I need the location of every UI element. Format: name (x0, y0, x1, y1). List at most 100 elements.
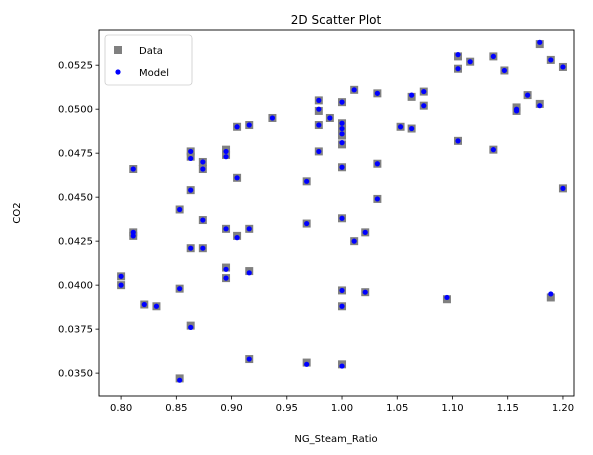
legend: Data Model (104, 34, 193, 86)
model-point-circle (153, 303, 160, 309)
model-point-circle (560, 64, 566, 70)
model-point-circle (339, 125, 345, 132)
model-point-circle (304, 178, 310, 184)
model-point-circle (246, 226, 252, 232)
y-tick-label: 0.0375 (58, 325, 93, 336)
model-point-circle (339, 287, 345, 294)
model-point-circle (339, 140, 345, 146)
model-point-circle (455, 52, 461, 58)
model-point-circle (490, 53, 496, 59)
model-point-circle (339, 120, 345, 126)
model-point-circle (397, 124, 404, 130)
model-point-circle (537, 39, 543, 45)
model-point-circle (188, 245, 194, 251)
model-point-circle (362, 229, 368, 235)
plot-area (117, 39, 567, 383)
model-point-circle (560, 185, 566, 191)
x-tick-label: 0.95 (276, 403, 298, 414)
model-point-circle (223, 226, 229, 232)
model-point-circle (537, 103, 543, 109)
model-point-circle (316, 97, 322, 103)
model-point-circle (409, 92, 415, 98)
model-point-circle (118, 273, 124, 279)
legend-label: Model (139, 68, 169, 79)
y-tick-label: 0.0500 (58, 105, 93, 116)
y-tick-label: 0.0475 (58, 149, 93, 160)
y-tick-label: 0.0350 (58, 369, 93, 380)
x-axis-label: NG_Steam_Ratio (294, 434, 377, 445)
model-point-circle (200, 245, 206, 251)
model-point-circle (188, 148, 194, 155)
legend-box (104, 34, 193, 86)
model-point-circle (316, 122, 322, 128)
x-tick-label: 0.85 (165, 403, 187, 414)
y-tick-label: 0.0425 (58, 237, 93, 248)
model-point-circle (188, 155, 194, 162)
legend-circle-marker (115, 69, 121, 75)
model-point-circle (339, 131, 345, 137)
model-point-circle (548, 57, 554, 63)
model-point-circle (513, 108, 520, 114)
model-point-circle (374, 161, 380, 167)
x-tick-label: 1.15 (497, 403, 519, 414)
x-tick-label: 1.20 (552, 403, 574, 414)
legend-label: Data (139, 46, 163, 57)
model-point-circle (177, 206, 183, 213)
model-point-circle (316, 148, 322, 155)
model-point-circle (409, 125, 415, 132)
y-tick-label: 0.0450 (58, 193, 93, 204)
model-point-circle (246, 270, 252, 276)
model-point-circle (234, 124, 240, 130)
model-point-circle (374, 196, 380, 202)
legend-square-marker (114, 46, 122, 54)
model-point-circle (525, 92, 531, 98)
model-point-circle (501, 67, 508, 74)
x-tick-label: 1.05 (386, 403, 408, 414)
model-point-circle (444, 294, 450, 301)
model-point-circle (455, 138, 461, 144)
model-point-circle (177, 377, 183, 383)
model-point-circle (177, 286, 183, 292)
y-tick-label: 0.0400 (58, 281, 93, 292)
model-point-circle (200, 217, 206, 223)
model-point-circle (339, 99, 345, 105)
model-point-circle (339, 215, 345, 221)
model-point-circle (421, 88, 427, 95)
model-point-circle (188, 324, 194, 330)
model-point-circle (304, 361, 310, 367)
model-point-circle (339, 164, 345, 170)
model-point-circle (141, 301, 147, 308)
x-tick-label: 1.00 (331, 403, 353, 414)
model-point-circle (223, 154, 229, 160)
x-tick-label: 0.90 (220, 403, 242, 414)
model-point-circle (130, 233, 136, 239)
model-point-circle (351, 87, 357, 93)
model-point-circle (304, 220, 310, 227)
model-point-circle (467, 59, 473, 65)
model-point-circle (374, 90, 380, 96)
model-point-circle (490, 147, 496, 153)
model-point-circle (234, 175, 240, 181)
y-tick-label: 0.0525 (58, 61, 93, 72)
model-point-circle (118, 282, 124, 288)
plot-frame (98, 29, 575, 397)
model-point-circle (246, 356, 252, 362)
model-point-circle (188, 187, 194, 193)
model-point-circle (200, 166, 206, 172)
model-point-circle (269, 115, 276, 121)
model-point-circle (130, 166, 136, 172)
model-point-circle (339, 303, 345, 309)
model-point-circle (246, 122, 252, 128)
model-point-circle (421, 103, 427, 109)
data-point-square (546, 293, 555, 302)
model-point-circle (339, 363, 345, 369)
model-point-circle (223, 266, 229, 272)
x-axis: 0.80 0.85 0.90 0.95 1.00 1.05 1.10 1.15 1.20 (110, 396, 574, 414)
model-point-circle (234, 235, 240, 241)
model-point-circle (351, 238, 357, 244)
x-tick-label: 1.10 (441, 403, 463, 414)
model-point-circle (223, 148, 229, 155)
model-point-circle (327, 115, 333, 121)
model-point-circle (548, 291, 554, 297)
